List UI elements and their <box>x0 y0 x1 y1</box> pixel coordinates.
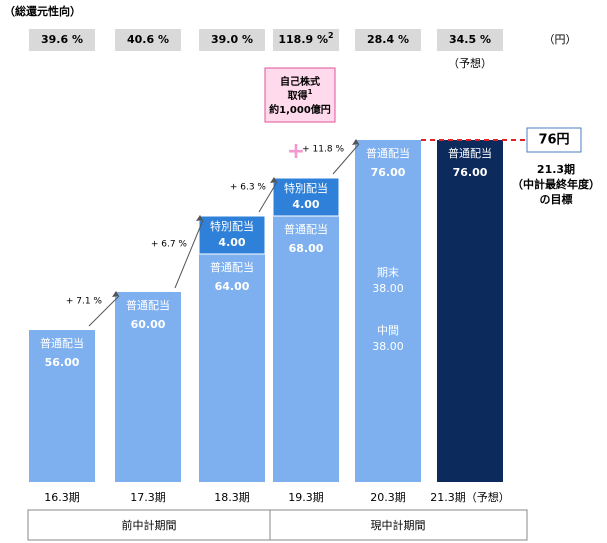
value-label: 76.00 <box>371 166 406 179</box>
bar <box>273 216 339 482</box>
growth-arrow <box>88 295 120 327</box>
breakdown-name: 中間 <box>377 324 399 337</box>
target-text: の目標 <box>540 192 573 206</box>
bar <box>115 292 181 482</box>
bar-name: 普通配当 <box>284 222 328 236</box>
target-box <box>526 127 582 153</box>
period-label: 前中計期間 <box>122 518 177 532</box>
growth-arrow <box>332 143 360 175</box>
payout-note: 2 <box>328 31 334 40</box>
plus-icon: + <box>287 139 305 164</box>
payout-note: （予想） <box>448 56 492 70</box>
arrow-head <box>112 291 119 297</box>
value-label: 68.00 <box>289 242 324 255</box>
payout-box <box>437 29 503 51</box>
bar-name: 普通配当 <box>126 298 170 312</box>
x-tick-label: 21.3期（予想） <box>430 490 510 504</box>
value-label: 60.00 <box>131 318 166 331</box>
x-tick-label: 20.3期 <box>370 491 406 504</box>
payout-box <box>355 29 421 51</box>
buyback-text: 取得1 <box>288 88 313 102</box>
target-text: 21.3期 <box>537 162 575 176</box>
bar <box>355 140 421 482</box>
bar <box>437 140 503 482</box>
value-label: 64.00 <box>215 280 250 293</box>
payout-box <box>29 29 95 51</box>
bar-name: 普通配当 <box>366 146 410 160</box>
bar-name: 特別配当 <box>284 181 328 195</box>
x-tick-label: 17.3期 <box>130 491 166 504</box>
payout-label: 39.0 % <box>211 33 253 46</box>
breakdown-name: 期末 <box>377 265 399 279</box>
bar-name: 特別配当 <box>210 219 254 233</box>
value-label: 4.00 <box>292 198 319 211</box>
payout-label: 39.6 % <box>41 33 83 46</box>
buyback-box <box>264 67 336 123</box>
buyback-text: 約1,000億円 <box>269 103 331 116</box>
growth-label: + 7.1 % <box>66 297 103 307</box>
growth-label: + 6.3 % <box>230 183 267 193</box>
x-tick-label: 18.3期 <box>214 491 250 504</box>
payout-label: 28.4 % <box>367 33 409 46</box>
payout-label: 40.6 % <box>127 33 169 46</box>
value-label: 4.00 <box>218 236 245 249</box>
breakdown-value: 38.00 <box>372 340 404 353</box>
bar-name: 普通配当 <box>448 146 492 160</box>
growth-arrow <box>174 219 204 289</box>
target-label: 76円 <box>538 133 569 148</box>
breakdown-value: 38.00 <box>372 282 404 295</box>
x-tick-label: 19.3期 <box>288 491 324 504</box>
bar-segment <box>198 215 266 255</box>
arrow-head <box>196 215 203 221</box>
payout-box <box>273 29 339 51</box>
unit: （円） <box>544 33 577 46</box>
period-box <box>269 509 528 541</box>
growth-label: + 6.7 % <box>151 240 188 250</box>
arrow-head <box>352 139 359 145</box>
bar <box>29 330 95 482</box>
x-tick-label: 16.3期 <box>44 491 80 504</box>
growth-label: + 11.8 % <box>302 145 344 155</box>
payout-box <box>199 29 265 51</box>
value-label: 76.00 <box>453 166 488 179</box>
value-label: 56.00 <box>45 356 80 369</box>
target-text: （中計最終年度） <box>512 177 600 191</box>
buyback-text: 自己株式 <box>280 75 320 88</box>
growth-arrow <box>258 181 278 213</box>
arrow-head <box>270 177 277 183</box>
bar-segment <box>272 177 340 217</box>
bar-name: 普通配当 <box>210 260 254 274</box>
period-label: 現中計期間 <box>371 518 426 532</box>
payout-label: 118.9 %2 <box>278 31 333 47</box>
payout-title: （総還元性向） <box>4 4 81 18</box>
buyback-note: 1 <box>308 88 313 96</box>
payout-box <box>115 29 181 51</box>
bar <box>199 254 265 482</box>
bar-name: 普通配当 <box>40 336 84 350</box>
payout-label: 34.5 % <box>449 33 491 46</box>
